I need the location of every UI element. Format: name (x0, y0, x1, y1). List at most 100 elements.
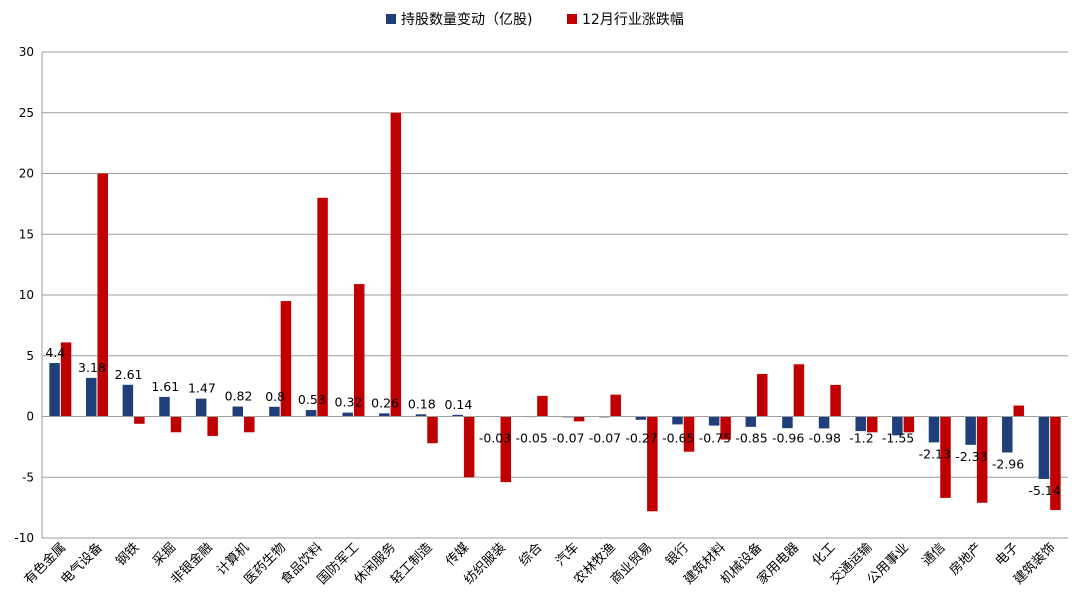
y-tick-label: 15 (19, 227, 34, 241)
x-category-label: 通信 (920, 540, 949, 569)
bar-december-change (427, 416, 438, 444)
bar-holding-change (122, 384, 134, 417)
legend-label-december-change: 12月行业涨跌幅 (582, 12, 684, 28)
bar-december-change (1013, 405, 1025, 417)
data-label: 0.8 (265, 389, 285, 404)
data-label: -0.07 (589, 431, 621, 446)
bar-december-change (500, 416, 512, 483)
y-tick-label: 0 (26, 410, 34, 424)
bar-december-change (463, 416, 475, 478)
bar-holding-change (1038, 416, 1050, 479)
x-category-label: 采掘 (150, 540, 179, 569)
legend-swatch-holding-change (386, 14, 396, 24)
y-tick-label: 10 (19, 288, 34, 302)
data-label: -1.2 (849, 431, 873, 446)
data-label: 2.61 (115, 367, 143, 382)
y-tick-label: 20 (19, 167, 34, 181)
y-tick-label: -10 (14, 531, 34, 545)
bar-december-change (1050, 416, 1061, 511)
data-label: 0.32 (335, 395, 363, 410)
data-label: 4.4 (45, 345, 65, 360)
legend-label-holding-change: 持股数量变动（亿股) (401, 12, 532, 28)
bar-holding-change (195, 398, 207, 417)
y-tick-label: 25 (19, 106, 34, 120)
bar-holding-change (379, 413, 390, 417)
bar-december-change (134, 416, 145, 424)
x-category-label: 综合 (517, 540, 546, 569)
x-category-label: 化工 (810, 540, 839, 569)
data-label: -2.13 (919, 446, 951, 461)
bar-december-change (720, 416, 731, 440)
bar-holding-change (672, 416, 683, 425)
data-label: 0.53 (298, 392, 326, 407)
bar-december-change (390, 112, 402, 417)
data-label: 0.18 (408, 396, 436, 411)
data-label: 1.47 (188, 381, 216, 396)
bar-holding-change (452, 414, 463, 417)
data-label: -0.07 (552, 431, 584, 446)
bar-holding-change (159, 396, 170, 417)
bar-december-change (60, 342, 72, 417)
data-label: 0.14 (444, 397, 472, 412)
bar-holding-change (49, 363, 60, 417)
bar-holding-change (232, 406, 244, 417)
x-category-label: 传媒 (443, 540, 472, 569)
bar-holding-change (415, 414, 427, 417)
bar-holding-change (745, 416, 757, 427)
data-label: -5.14 (1029, 483, 1061, 498)
data-label: -0.27 (625, 431, 657, 446)
data-label: -0.03 (479, 431, 511, 446)
bar-holding-change (85, 377, 97, 417)
bar-december-change (610, 394, 621, 417)
data-label: -0.96 (772, 431, 804, 446)
data-label: -0.05 (516, 431, 548, 446)
data-label: -0.85 (735, 431, 767, 446)
bar-holding-change (342, 412, 353, 417)
data-label: -0.98 (809, 431, 841, 446)
y-tick-label: 5 (26, 349, 34, 363)
x-category-label: 电子 (993, 540, 1022, 569)
data-label: -0.75 (699, 431, 731, 446)
bar-december-change (940, 416, 951, 498)
bar-december-change (353, 284, 365, 417)
bar-holding-change (892, 416, 903, 436)
data-label: -2.96 (992, 456, 1024, 471)
bar-holding-change (855, 416, 866, 432)
data-label: 0.26 (371, 395, 399, 410)
x-category-label: 汽车 (552, 540, 582, 570)
bar-december-change (866, 416, 878, 433)
bar-december-change (97, 173, 108, 417)
bar-holding-change (269, 406, 280, 417)
bar-december-change (903, 416, 915, 433)
data-label: 0.82 (225, 389, 253, 404)
bar-december-change (647, 416, 658, 512)
data-label: 3.18 (78, 360, 106, 375)
bar-december-change (683, 416, 695, 452)
x-category-label: 钢铁 (113, 540, 142, 569)
bar-december-change (793, 364, 805, 417)
y-tick-label: -5 (22, 470, 34, 484)
bar-holding-change (708, 416, 720, 426)
bar-holding-change (1002, 416, 1013, 453)
bar-december-change (976, 416, 988, 503)
bar-december-change (537, 395, 548, 417)
data-label: -1.55 (882, 431, 914, 446)
bar-holding-change (305, 410, 317, 417)
bar-december-change (280, 301, 292, 417)
data-label: -2.33 (955, 449, 987, 464)
bar-december-change (170, 416, 182, 433)
bar-december-change (244, 416, 255, 433)
legend-swatch-december-change (567, 14, 577, 24)
bar-december-change (573, 416, 585, 422)
bar-december-change (830, 384, 841, 417)
y-tick-label: 30 (19, 45, 34, 59)
bar-december-change (757, 373, 768, 417)
bar-december-change (207, 416, 218, 436)
data-label: 1.61 (151, 379, 179, 394)
bar-december-change (317, 197, 328, 417)
data-label: -0.65 (662, 431, 694, 446)
bar-holding-change (818, 416, 830, 429)
x-category-label: 银行 (663, 540, 692, 569)
